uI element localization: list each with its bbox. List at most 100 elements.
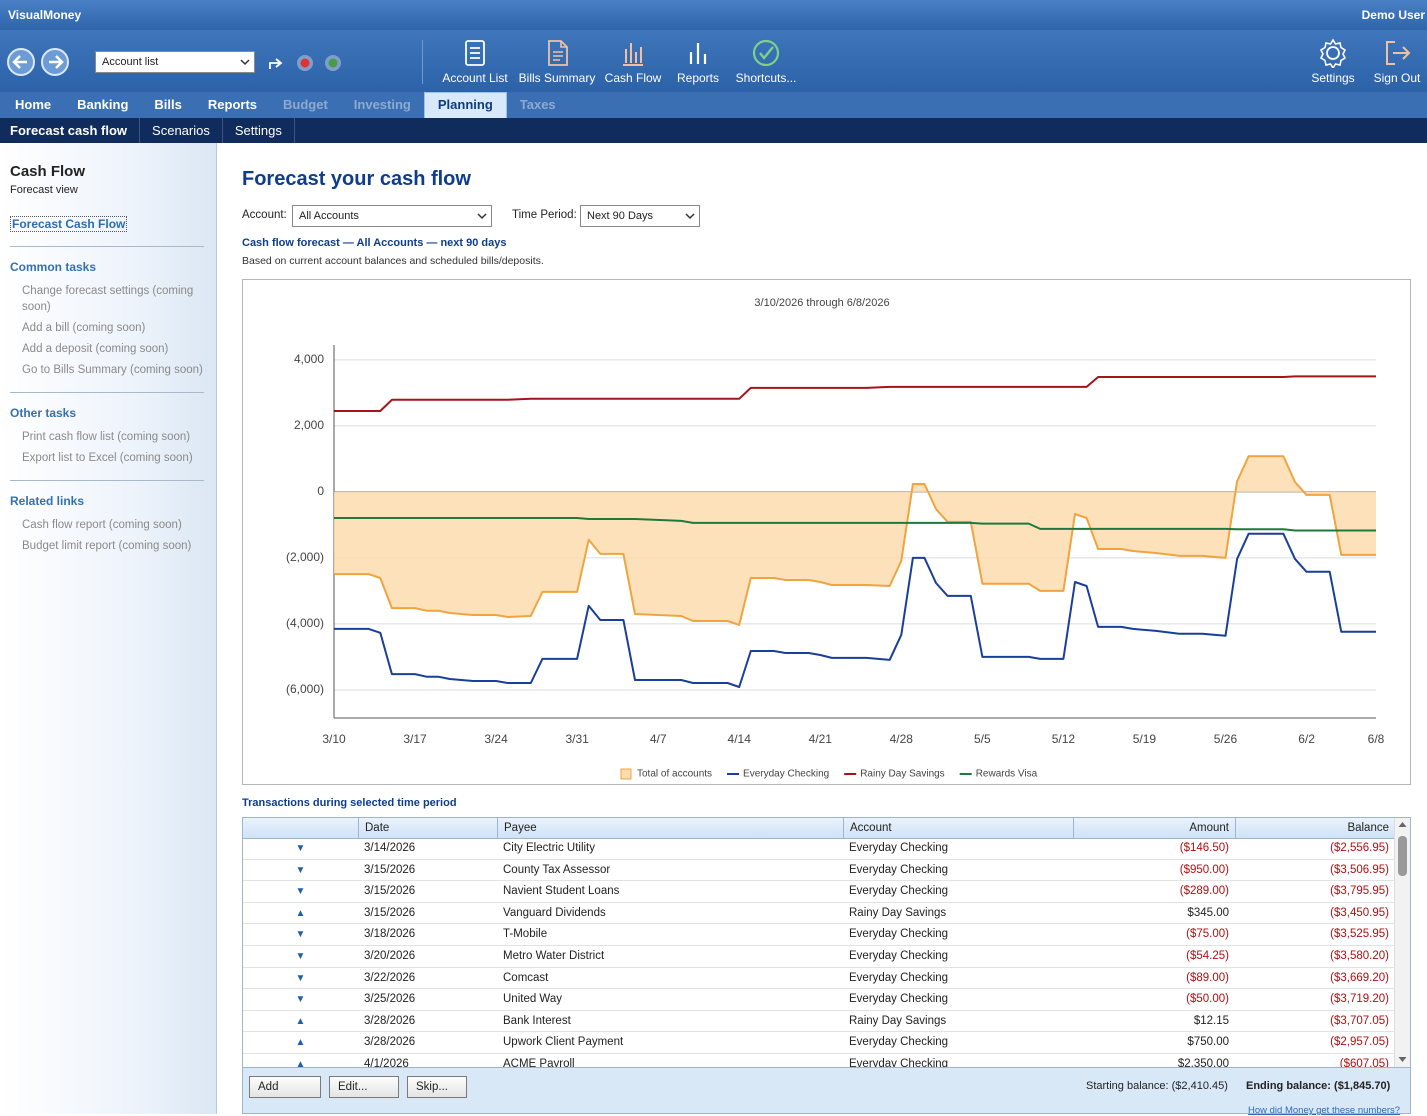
table-cell: ($89.00) (1073, 968, 1235, 989)
table-row[interactable]: ▼3/15/2026County Tax AssessorEveryday Ch… (243, 860, 1395, 882)
table-row[interactable]: ▲3/15/2026Vanguard DividendsRainy Day Sa… (243, 903, 1395, 925)
sub-nav-item[interactable]: Forecast cash flow (0, 118, 140, 143)
table-cell: Everyday Checking (843, 989, 1073, 1010)
table-row[interactable]: ▼3/25/2026United WayEveryday Checking($5… (243, 989, 1395, 1011)
task-link[interactable]: Go to Bills Summary (coming soon) (22, 362, 204, 378)
toolbar-button-label: Account List (430, 71, 520, 85)
nav-tab[interactable]: Home (2, 92, 64, 118)
table-cell: 3/18/2026 (358, 924, 497, 945)
x-tick-label: 3/17 (403, 732, 427, 746)
ending-label: Ending balance: (1246, 1080, 1331, 1092)
direction-icon: ▲ (243, 903, 358, 924)
area (334, 456, 1376, 625)
table-cell: 3/22/2026 (358, 968, 497, 989)
starting-label: Starting balance: (1086, 1080, 1169, 1092)
scrollbar[interactable] (1394, 818, 1410, 1067)
select-value: Next 90 Days (587, 210, 653, 222)
nav-tab[interactable]: Bills (141, 92, 194, 118)
task-link[interactable]: Add a deposit (coming soon) (22, 341, 204, 357)
help-link[interactable]: How did Money get these numbers? (1248, 1105, 1400, 1116)
table-cell: County Tax Assessor (497, 860, 843, 881)
nav-buttons[interactable] (5, 46, 75, 78)
table-row[interactable]: ▼3/18/2026T-MobileEveryday Checking($75.… (243, 924, 1395, 946)
ending-value: ($1,845.70) (1334, 1080, 1390, 1092)
app-title: VisualMoney (8, 8, 81, 22)
toolbar-button[interactable]: Shortcuts... (721, 38, 811, 85)
table-cell: ($54.25) (1073, 946, 1235, 967)
task-link[interactable]: Budget limit report (coming soon) (22, 538, 204, 554)
table-row[interactable]: ▲3/28/2026Bank InterestRainy Day Savings… (243, 1011, 1395, 1033)
table-row[interactable]: ▼3/20/2026Metro Water DistrictEveryday C… (243, 946, 1395, 968)
task-link[interactable]: Print cash flow list (coming soon) (22, 429, 204, 445)
task-link[interactable]: Add a bill (coming soon) (22, 320, 204, 336)
task-link[interactable]: Export list to Excel (coming soon) (22, 450, 204, 466)
title-bar: VisualMoney Demo User (0, 0, 1427, 30)
table-cell: Everyday Checking (843, 860, 1073, 881)
nav-tab[interactable]: Banking (64, 92, 141, 118)
table-cell: Everyday Checking (843, 838, 1073, 859)
column-header[interactable]: Amount (1073, 818, 1235, 838)
nav-tab[interactable]: Planning (424, 92, 507, 118)
table-cell: 3/20/2026 (358, 946, 497, 967)
toolbar-icon (459, 38, 491, 68)
table-title: Transactions during selected time period (242, 797, 457, 809)
sidebar-sections: Common tasksChange forecast settings (co… (10, 246, 204, 554)
sub-nav-item[interactable]: Settings (223, 118, 295, 143)
direction-icon: ▼ (243, 860, 358, 881)
toolbar-button[interactable]: Account List (430, 38, 520, 85)
action-button[interactable]: Add (249, 1076, 321, 1098)
period-select[interactable]: Next 90 Days (580, 205, 700, 227)
direction-icon: ▼ (243, 838, 358, 859)
nav-tab[interactable]: Reports (195, 92, 270, 118)
table-row[interactable]: ▼3/15/2026Navient Student LoansEveryday … (243, 881, 1395, 903)
action-button[interactable]: Edit... (329, 1076, 399, 1098)
table-cell: 3/14/2026 (358, 838, 497, 859)
table-cell: 3/15/2026 (358, 860, 497, 881)
column-header[interactable]: Date (358, 818, 497, 838)
table-cell: $345.00 (1073, 903, 1235, 924)
table-cell: Everyday Checking (843, 924, 1073, 945)
direction-icon: ▼ (243, 989, 358, 1010)
x-tick-label: 3/24 (484, 732, 508, 746)
table-cell: Everyday Checking (843, 968, 1073, 989)
table-cell: Everyday Checking (843, 881, 1073, 902)
separator (10, 246, 204, 247)
toolbar-icon (750, 38, 782, 68)
toolbar-button[interactable]: Sign Out (1352, 38, 1427, 85)
table-cell: $750.00 (1073, 1032, 1235, 1053)
table-row[interactable]: ▼3/22/2026ComcastEveryday Checking($89.0… (243, 968, 1395, 990)
table-cell: 3/15/2026 (358, 903, 497, 924)
account-list-select[interactable]: Account list (95, 51, 255, 73)
toolbar-button-label: Shortcuts... (721, 71, 811, 85)
sidebar-link[interactable]: Forecast Cash Flow (10, 216, 127, 232)
sub-nav-item[interactable]: Scenarios (140, 118, 223, 143)
table-cell: ($3,707.05) (1235, 1011, 1395, 1032)
separator (10, 392, 204, 393)
column-header[interactable]: Payee (497, 818, 843, 838)
account-select[interactable]: All Accounts (292, 205, 492, 227)
column-header[interactable]: Account (843, 818, 1073, 838)
table-cell: ACME Payroll (497, 1054, 843, 1068)
task-link[interactable]: Change forecast settings (coming soon) (22, 283, 204, 315)
sidebar-title: Cash Flow (10, 163, 204, 180)
action-button[interactable]: Skip... (407, 1076, 467, 1098)
sidebar: Cash Flow Forecast view Forecast Cash Fl… (0, 143, 217, 1114)
table-cell: Vanguard Dividends (497, 903, 843, 924)
x-tick-label: 3/31 (565, 732, 589, 746)
table-row[interactable]: ▲3/28/2026Upwork Client PaymentEveryday … (243, 1032, 1395, 1054)
direction-icon: ▼ (243, 946, 358, 967)
legend-label: Everyday Checking (743, 769, 829, 780)
y-tick-label: 2,000 (294, 418, 324, 432)
y-tick-label: 0 (317, 484, 324, 498)
separator (10, 480, 204, 481)
toolbar-actions[interactable] (265, 51, 355, 75)
nav-tab: Investing (341, 92, 424, 118)
table-row[interactable]: ▼3/14/2026City Electric UtilityEveryday … (243, 838, 1395, 860)
column-header[interactable]: Balance (1235, 818, 1395, 838)
table-cell: Everyday Checking (843, 1032, 1073, 1053)
x-tick-label: 6/2 (1298, 732, 1315, 746)
task-link[interactable]: Cash flow report (coming soon) (22, 517, 204, 533)
table-cell: Rainy Day Savings (843, 903, 1073, 924)
table-row[interactable]: ▲4/1/2026ACME PayrollEveryday Checking$2… (243, 1054, 1395, 1068)
